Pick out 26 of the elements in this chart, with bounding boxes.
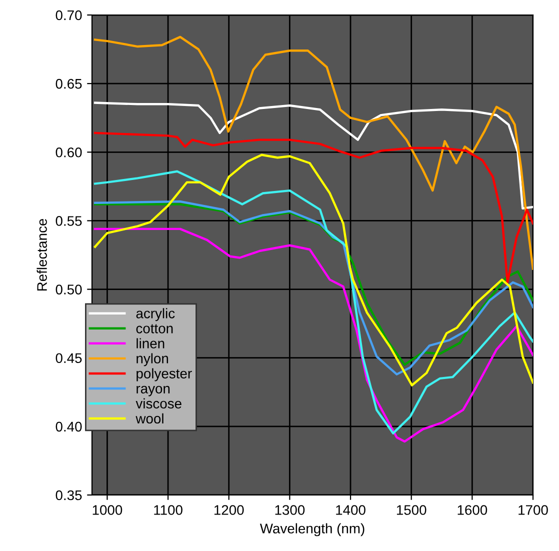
y-tick-label: 0.60	[56, 147, 82, 158]
legend-label: wool	[136, 413, 164, 424]
y-axis-title: Reflectance	[36, 218, 47, 291]
x-tick-label: 1200	[214, 505, 244, 515]
legend-label: rayon	[136, 386, 170, 396]
y-tick-label: 0.70	[56, 10, 82, 20]
y-tick-label: 0.35	[56, 490, 82, 500]
legend-label: polyester	[136, 368, 192, 382]
x-tick-label: 1400	[336, 505, 366, 515]
x-tick-label: 1000	[92, 505, 122, 515]
x-tick-label: 1500	[396, 505, 426, 515]
legend-label: acrylic	[136, 308, 175, 322]
y-tick-label: 0.65	[56, 78, 82, 89]
x-tick-label: 1300	[275, 505, 305, 515]
y-tick-label: 0.40	[56, 422, 82, 432]
y-tick-label: 0.45	[56, 353, 82, 364]
x-axis-title: Wavelength (nm)	[260, 523, 364, 536]
x-tick-label: 1700	[518, 505, 548, 515]
legend-label: viscose	[136, 398, 182, 409]
legend-label: nylon	[136, 353, 168, 366]
legend-label: linen	[136, 338, 164, 348]
legend-label: cotton	[136, 324, 173, 334]
y-tick-label: 0.55	[56, 216, 82, 226]
y-tick-label: 0.50	[56, 284, 82, 294]
x-tick-label: 1600	[458, 505, 488, 515]
x-tick-label: 1100	[154, 505, 182, 515]
